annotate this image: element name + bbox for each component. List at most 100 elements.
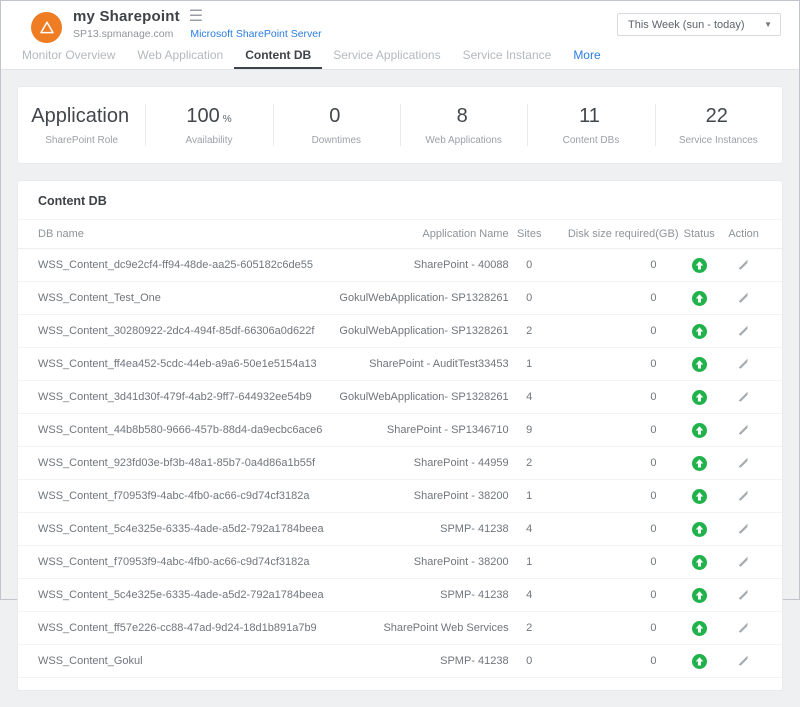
- cell-disk-size: 0: [549, 644, 679, 678]
- edit-pencil-icon: [738, 523, 748, 534]
- edit-pencil-icon: [738, 424, 748, 435]
- stat-item: Application SharePoint Role: [18, 105, 145, 146]
- cell-sites: 1: [508, 347, 550, 381]
- edit-button[interactable]: [735, 388, 752, 405]
- tab-service-instance[interactable]: Service Instance: [462, 48, 552, 62]
- edit-button[interactable]: [735, 454, 752, 471]
- table-row: WSS_Content_Test_One GokulWebApplication…: [18, 281, 782, 315]
- status-up-icon: [691, 389, 707, 405]
- cell-action: [719, 611, 768, 645]
- table-row: WSS_Content_dc9e2cf4-ff94-48de-aa25-6051…: [18, 248, 782, 282]
- cell-action: [719, 578, 768, 612]
- table-row: WSS_Content_5c4e325e-6335-4ade-a5d2-792a…: [18, 578, 782, 612]
- cell-action: [719, 380, 768, 414]
- cell-status: [678, 380, 720, 414]
- edit-button[interactable]: [735, 553, 752, 570]
- table-row: WSS_Content_ff4ea452-5cdc-44eb-a9a6-50e1…: [18, 347, 782, 381]
- cell-db-name: WSS_Content_ff57e226-cc88-47ad-9d24-18d1…: [18, 611, 324, 645]
- cell-action: [719, 281, 768, 315]
- cell-disk-size: 0: [549, 380, 679, 414]
- cell-application-name: GokulWebApplication- SP1328261: [323, 380, 509, 414]
- cell-action: [719, 545, 768, 579]
- cell-db-name: WSS_Content_44b8b580-9666-457b-88d4-da9e…: [18, 413, 324, 447]
- edit-button[interactable]: [735, 421, 752, 438]
- edit-pencil-icon: [738, 622, 748, 633]
- stat-value: Application: [31, 104, 130, 127]
- stat-item: 22 Service Instances: [655, 105, 782, 146]
- tab-service-applications[interactable]: Service Applications: [333, 48, 441, 62]
- edit-pencil-icon: [738, 556, 748, 567]
- cell-action: [719, 413, 768, 447]
- cell-status: [678, 644, 720, 678]
- cell-disk-size: 0: [549, 347, 679, 381]
- edit-button[interactable]: [735, 520, 752, 537]
- stat-value: 11: [579, 104, 600, 127]
- edit-button[interactable]: [735, 355, 752, 372]
- table-row: WSS_Content_Gokul SPMP- 41238 0 0: [18, 644, 782, 678]
- cell-sites: 1: [508, 545, 550, 579]
- table-header-row: DB name Application Name Sites Disk size…: [18, 219, 782, 249]
- edit-button[interactable]: [735, 652, 752, 669]
- edit-button[interactable]: [735, 256, 752, 273]
- app-header: my Sharepoint ☰ SP13.spmanage.com Micros…: [1, 1, 799, 49]
- table-row: WSS_Content_30280922-2dc4-494f-85df-6630…: [18, 314, 782, 348]
- tab-content-db[interactable]: Content DB: [234, 48, 323, 69]
- tab-monitor-overview[interactable]: Monitor Overview: [22, 48, 116, 62]
- edit-pencil-icon: [738, 358, 748, 369]
- table-row: WSS_Content_f70953f9-4abc-4fb0-ac66-c9d7…: [18, 479, 782, 513]
- cell-sites: 2: [508, 314, 550, 348]
- tab-more[interactable]: More: [573, 48, 601, 62]
- cell-sites: 2: [508, 611, 550, 645]
- table-row: WSS_Content_f70953f9-4abc-4fb0-ac66-c9d7…: [18, 545, 782, 579]
- edit-button[interactable]: [735, 322, 752, 339]
- cell-status: [678, 347, 720, 381]
- cell-action: [719, 479, 768, 513]
- stat-item: 0 Downtimes: [273, 105, 400, 146]
- cell-application-name: SPMP- 41238: [323, 644, 509, 678]
- cell-db-name: WSS_Content_3d41d30f-479f-4ab2-9ff7-6449…: [18, 380, 324, 414]
- cell-status: [678, 248, 720, 282]
- time-period-select[interactable]: This Week (sun - today) ▼: [617, 13, 781, 36]
- cell-disk-size: 0: [549, 611, 679, 645]
- stat-value: 0: [329, 104, 341, 127]
- stat-value: 8: [456, 104, 468, 127]
- edit-button[interactable]: [735, 487, 752, 504]
- cell-sites: 9: [508, 413, 550, 447]
- stat-label: Downtimes: [311, 134, 362, 146]
- cell-db-name: WSS_Content_Test_One: [18, 281, 324, 315]
- panel-title: Content DB: [38, 194, 107, 208]
- edit-button[interactable]: [735, 289, 752, 306]
- col-db-name: DB name: [18, 219, 324, 249]
- cell-application-name: SharePoint - SP1346710: [323, 413, 509, 447]
- cell-sites: 1: [508, 479, 550, 513]
- cell-application-name: SharePoint - 40088: [323, 248, 509, 282]
- cell-status: [678, 479, 720, 513]
- edit-button[interactable]: [735, 586, 752, 603]
- cell-status: [678, 446, 720, 480]
- cell-action: [719, 644, 768, 678]
- stat-value: 100%: [186, 104, 232, 127]
- cell-disk-size: 0: [549, 281, 679, 315]
- server-type-link[interactable]: Microsoft SharePoint Server: [190, 28, 322, 40]
- tab-web-application[interactable]: Web Application: [137, 48, 224, 62]
- cell-action: [719, 512, 768, 546]
- stat-label: Web Applications: [425, 134, 502, 146]
- table-row: WSS_Content_ff57e226-cc88-47ad-9d24-18d1…: [18, 611, 782, 645]
- stat-label: Content DBs: [562, 134, 620, 146]
- hamburger-icon[interactable]: ☰: [188, 7, 204, 25]
- edit-pencil-icon: [738, 490, 748, 501]
- stat-item: 100% Availability: [145, 105, 272, 146]
- status-up-icon: [691, 620, 707, 636]
- sharepoint-monitor-page: { "colors": { "accent-orange": "#ee7d24"…: [0, 0, 800, 600]
- cell-application-name: SharePoint Web Services: [323, 611, 509, 645]
- cell-disk-size: 0: [549, 446, 679, 480]
- cell-disk-size: 0: [549, 479, 679, 513]
- edit-button[interactable]: [735, 619, 752, 636]
- cell-application-name: GokulWebApplication- SP1328261: [323, 281, 509, 315]
- table-row: WSS_Content_923fd03e-bf3b-48a1-85b7-0a4d…: [18, 446, 782, 480]
- cell-status: [678, 281, 720, 315]
- warning-triangle-icon: [39, 21, 54, 34]
- cell-application-name: SharePoint - 38200: [323, 545, 509, 579]
- monitor-domain: SP13.spmanage.com: [73, 28, 174, 40]
- edit-pencil-icon: [738, 325, 748, 336]
